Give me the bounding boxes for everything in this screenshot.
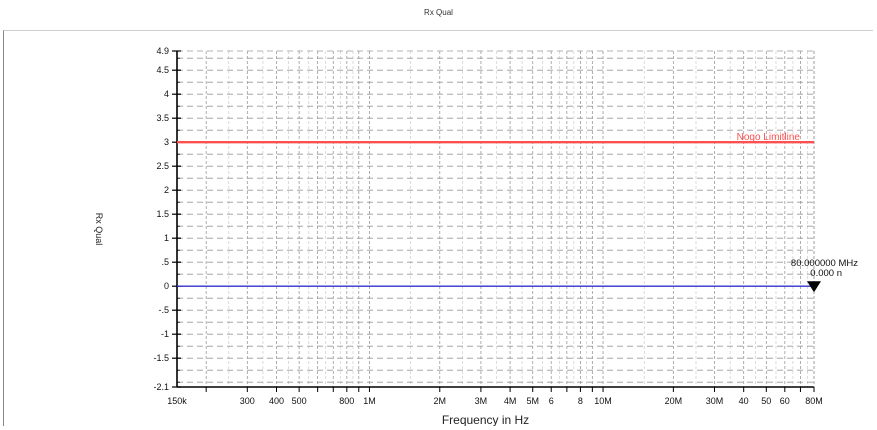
x-tick-label: 60 xyxy=(780,396,790,406)
x-tick-label: 4M xyxy=(504,396,517,406)
x-tick-label: 1M xyxy=(363,396,376,406)
y-tick-label: 2 xyxy=(164,185,169,195)
plot-panel: 4.9 4.5 4 3.5 3 2.5 2 1.5 1.5 0 -.5 -1 -1.5 -2.1 150k 3… xyxy=(3,30,873,426)
x-tick-label: 300 xyxy=(240,396,255,406)
x-tick-label: 3M xyxy=(475,396,488,406)
limit-line-label: Nogo Limitline xyxy=(737,132,801,143)
y-tick-label: 3 xyxy=(164,137,169,147)
y-tick-label: 4 xyxy=(164,89,169,99)
axes xyxy=(172,50,815,392)
y-tick-label: .5 xyxy=(161,257,169,267)
x-tick-label: 800 xyxy=(339,396,354,406)
y-tick-label: 1 xyxy=(164,233,169,243)
x-tick-label: 400 xyxy=(269,396,284,406)
series-layer xyxy=(177,140,821,293)
x-tick-label: 5M xyxy=(526,396,539,406)
y-tick-label: -2.1 xyxy=(153,382,169,392)
x-tick-label: 40 xyxy=(739,396,749,406)
y-tick-label: 2.5 xyxy=(156,161,169,171)
y-tick-label: -1.5 xyxy=(153,353,169,363)
x-tick-label: 20M xyxy=(665,396,683,406)
x-tick-label: 8 xyxy=(578,396,583,406)
y-tick-label: 4.9 xyxy=(156,46,169,56)
y-axis-label: Rx Qual xyxy=(94,213,104,246)
marker-triangle[interactable] xyxy=(807,281,821,293)
y-tick-label: 3.5 xyxy=(156,113,169,123)
x-tick-label: 30M xyxy=(706,396,724,406)
y-tick-label: 0 xyxy=(164,281,169,291)
y-tick-label: 4.5 xyxy=(156,65,169,75)
x-tick-label: 10M xyxy=(594,396,612,406)
x-tick-label: 80M xyxy=(805,396,823,406)
marker-value-label: 0.000 n xyxy=(810,268,842,279)
y-tick-label: -.5 xyxy=(158,305,169,315)
grid xyxy=(176,51,815,387)
chart-title: Rx Qual xyxy=(424,8,453,17)
x-tick-label: 50 xyxy=(761,396,771,406)
y-tick-label: -1 xyxy=(161,329,169,339)
y-tick-label: 1.5 xyxy=(156,209,169,219)
marker-frequency-label: 80.000000 MHz xyxy=(791,258,858,269)
x-tick-label: 150k xyxy=(167,396,187,406)
x-tick-label: 2M xyxy=(434,396,447,406)
x-tick-label: 500 xyxy=(292,396,307,406)
x-axis-label: Frequency in Hz xyxy=(442,413,529,426)
x-tick-label: 6 xyxy=(549,396,554,406)
